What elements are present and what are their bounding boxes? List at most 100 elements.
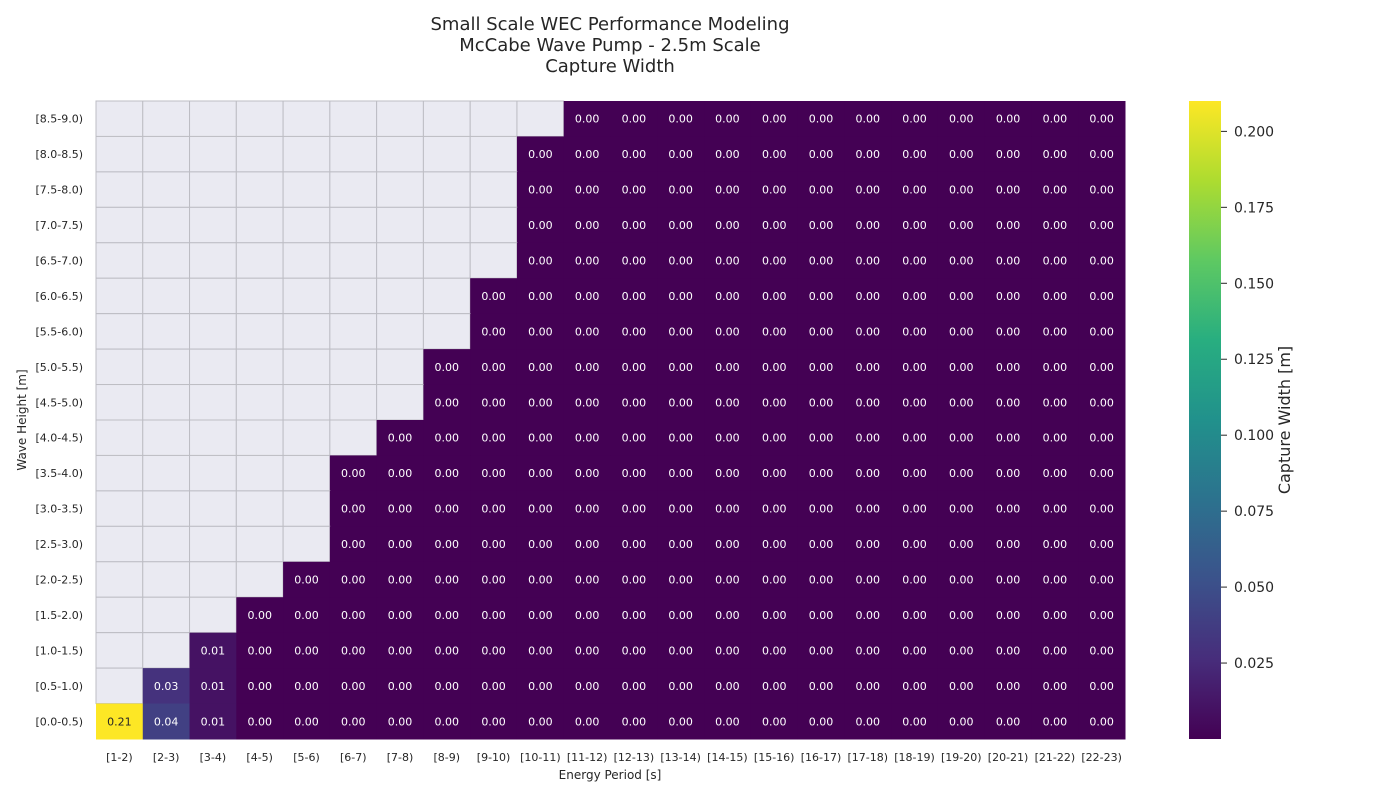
heatmap-cell xyxy=(329,490,378,527)
heatmap-cell-empty xyxy=(422,313,471,350)
heatmap-cell-label: 0.00 xyxy=(1089,467,1114,480)
heatmap-cell-empty xyxy=(235,454,284,492)
heatmap-cell-empty xyxy=(142,525,191,563)
heatmap-cell-empty xyxy=(235,525,284,563)
heatmap-cell xyxy=(516,171,565,208)
heatmap-cell-label: 0.00 xyxy=(949,609,974,622)
heatmap-cell-label: 0.00 xyxy=(1089,325,1114,338)
heatmap-cell xyxy=(844,101,892,137)
heatmap-cell-label: 0.00 xyxy=(481,396,506,409)
heatmap-cell-empty xyxy=(329,242,378,279)
heatmap-cell-label: 0.00 xyxy=(902,538,927,551)
heatmap-cell-label: 0.00 xyxy=(996,325,1021,338)
heatmap-cell xyxy=(563,101,611,137)
heatmap-cell xyxy=(937,171,986,208)
heatmap-cell-empty xyxy=(469,135,518,173)
heatmap-cell xyxy=(1078,278,1126,315)
heatmap-cell xyxy=(563,207,611,244)
heatmap-cell-label: 0.00 xyxy=(528,325,553,338)
heatmap-cell xyxy=(563,455,611,492)
heatmap-cell-label: 0.00 xyxy=(622,538,647,551)
heatmap-cell-empty xyxy=(469,242,518,279)
heatmap-cell xyxy=(1031,632,1079,669)
heatmap-cell-empty xyxy=(282,242,331,279)
heatmap-cell xyxy=(329,597,378,634)
heatmap-cell-label: 0.00 xyxy=(1089,184,1114,197)
heatmap-cell-label: 0.00 xyxy=(575,148,600,161)
heatmap-cell-label: 0.00 xyxy=(622,680,647,693)
heatmap-cell-empty xyxy=(95,242,144,279)
heatmap-cell xyxy=(891,526,939,563)
heatmap-cell xyxy=(470,632,518,669)
heatmap-cell-label: 0.00 xyxy=(715,184,740,197)
x-tick-label: [11-12) xyxy=(567,751,608,764)
heatmap-cell xyxy=(750,526,799,563)
heatmap-cell-label: 0.00 xyxy=(856,644,881,657)
heatmap-cell-empty xyxy=(189,454,237,492)
heatmap-cell xyxy=(657,420,705,456)
heatmap-cell-label: 0.00 xyxy=(949,467,974,480)
heatmap-cell-label: 0.00 xyxy=(388,467,413,480)
heatmap-cell-label: 0.00 xyxy=(481,574,506,587)
heatmap-cell-label: 0.00 xyxy=(1043,715,1068,728)
heatmap-cell xyxy=(423,703,471,740)
x-tick-label: [12-13) xyxy=(614,751,655,764)
heatmap-cell-label: 0.00 xyxy=(762,290,787,303)
heatmap-cell-label: 0.00 xyxy=(341,644,366,657)
heatmap-cell-label: 0.00 xyxy=(1043,184,1068,197)
heatmap-cell xyxy=(610,384,658,421)
heatmap-cell xyxy=(844,597,892,634)
heatmap-cell xyxy=(937,526,986,563)
heatmap-cell xyxy=(750,632,799,669)
heatmap-cell-label: 0.00 xyxy=(1089,680,1114,693)
heatmap-cell-label: 0.00 xyxy=(668,396,693,409)
heatmap-cell-label: 0.00 xyxy=(575,680,600,693)
y-tick-labels: [8.5-9.0) [8.0-8.5) [7.5-8.0) [7.0-7.5) [6.5… xyxy=(35,113,83,729)
heatmap-cell-label: 0.00 xyxy=(435,467,460,480)
heatmap-cell-label: 0.00 xyxy=(856,538,881,551)
heatmap-cell-empty xyxy=(235,135,284,173)
heatmap-cell xyxy=(937,313,986,350)
heatmap-cell xyxy=(937,561,986,598)
heatmap-cell xyxy=(1031,278,1079,315)
heatmap-cell-empty xyxy=(142,313,191,350)
heatmap-cell xyxy=(376,526,424,563)
heatmap-cell xyxy=(891,313,939,350)
heatmap-cell-empty xyxy=(422,242,471,279)
heatmap-cell-label: 0.04 xyxy=(154,715,179,728)
heatmap-cell xyxy=(423,420,471,456)
heatmap-cell-empty xyxy=(376,348,424,386)
x-tick-label: [1-2) xyxy=(106,751,133,764)
heatmap-cell-label: 0.00 xyxy=(902,574,927,587)
heatmap-cell xyxy=(704,703,752,740)
heatmap-cell-label: 0.00 xyxy=(715,148,740,161)
heatmap-cell-label: 0.00 xyxy=(902,467,927,480)
heatmap-cell xyxy=(984,490,1032,527)
heatmap-cell-label: 0.00 xyxy=(575,361,600,374)
heatmap-cell xyxy=(1078,384,1126,421)
heatmap-cell xyxy=(516,242,565,279)
heatmap-cell xyxy=(329,703,378,740)
y-axis-label: Wave Height [m] xyxy=(15,369,29,470)
heatmap-cell-label: 0.00 xyxy=(481,432,506,445)
heatmap-cell xyxy=(329,561,378,598)
heatmap-cell-empty xyxy=(329,277,378,315)
heatmap-cell xyxy=(470,278,518,315)
heatmap-cell xyxy=(750,349,799,386)
x-tick-label: [13-14) xyxy=(660,751,701,764)
heatmap-cell xyxy=(984,526,1032,563)
heatmap-cell xyxy=(704,455,752,492)
x-tick-label: [10-11) xyxy=(520,751,561,764)
heatmap-cell xyxy=(844,349,892,386)
heatmap-cell-empty xyxy=(95,171,144,208)
heatmap-cell-label: 0.00 xyxy=(528,255,553,268)
heatmap-cell-empty xyxy=(282,313,331,350)
heatmap-cell-label: 0.00 xyxy=(1043,538,1068,551)
heatmap-cell-empty xyxy=(516,100,565,137)
heatmap-cell xyxy=(657,632,705,669)
heatmap-cell-empty xyxy=(329,419,378,456)
heatmap-cell xyxy=(937,101,986,137)
heatmap-cell-label: 0.00 xyxy=(902,255,927,268)
heatmap-cell-label: 0.00 xyxy=(762,184,787,197)
heatmap-cell-label: 0.00 xyxy=(809,467,834,480)
